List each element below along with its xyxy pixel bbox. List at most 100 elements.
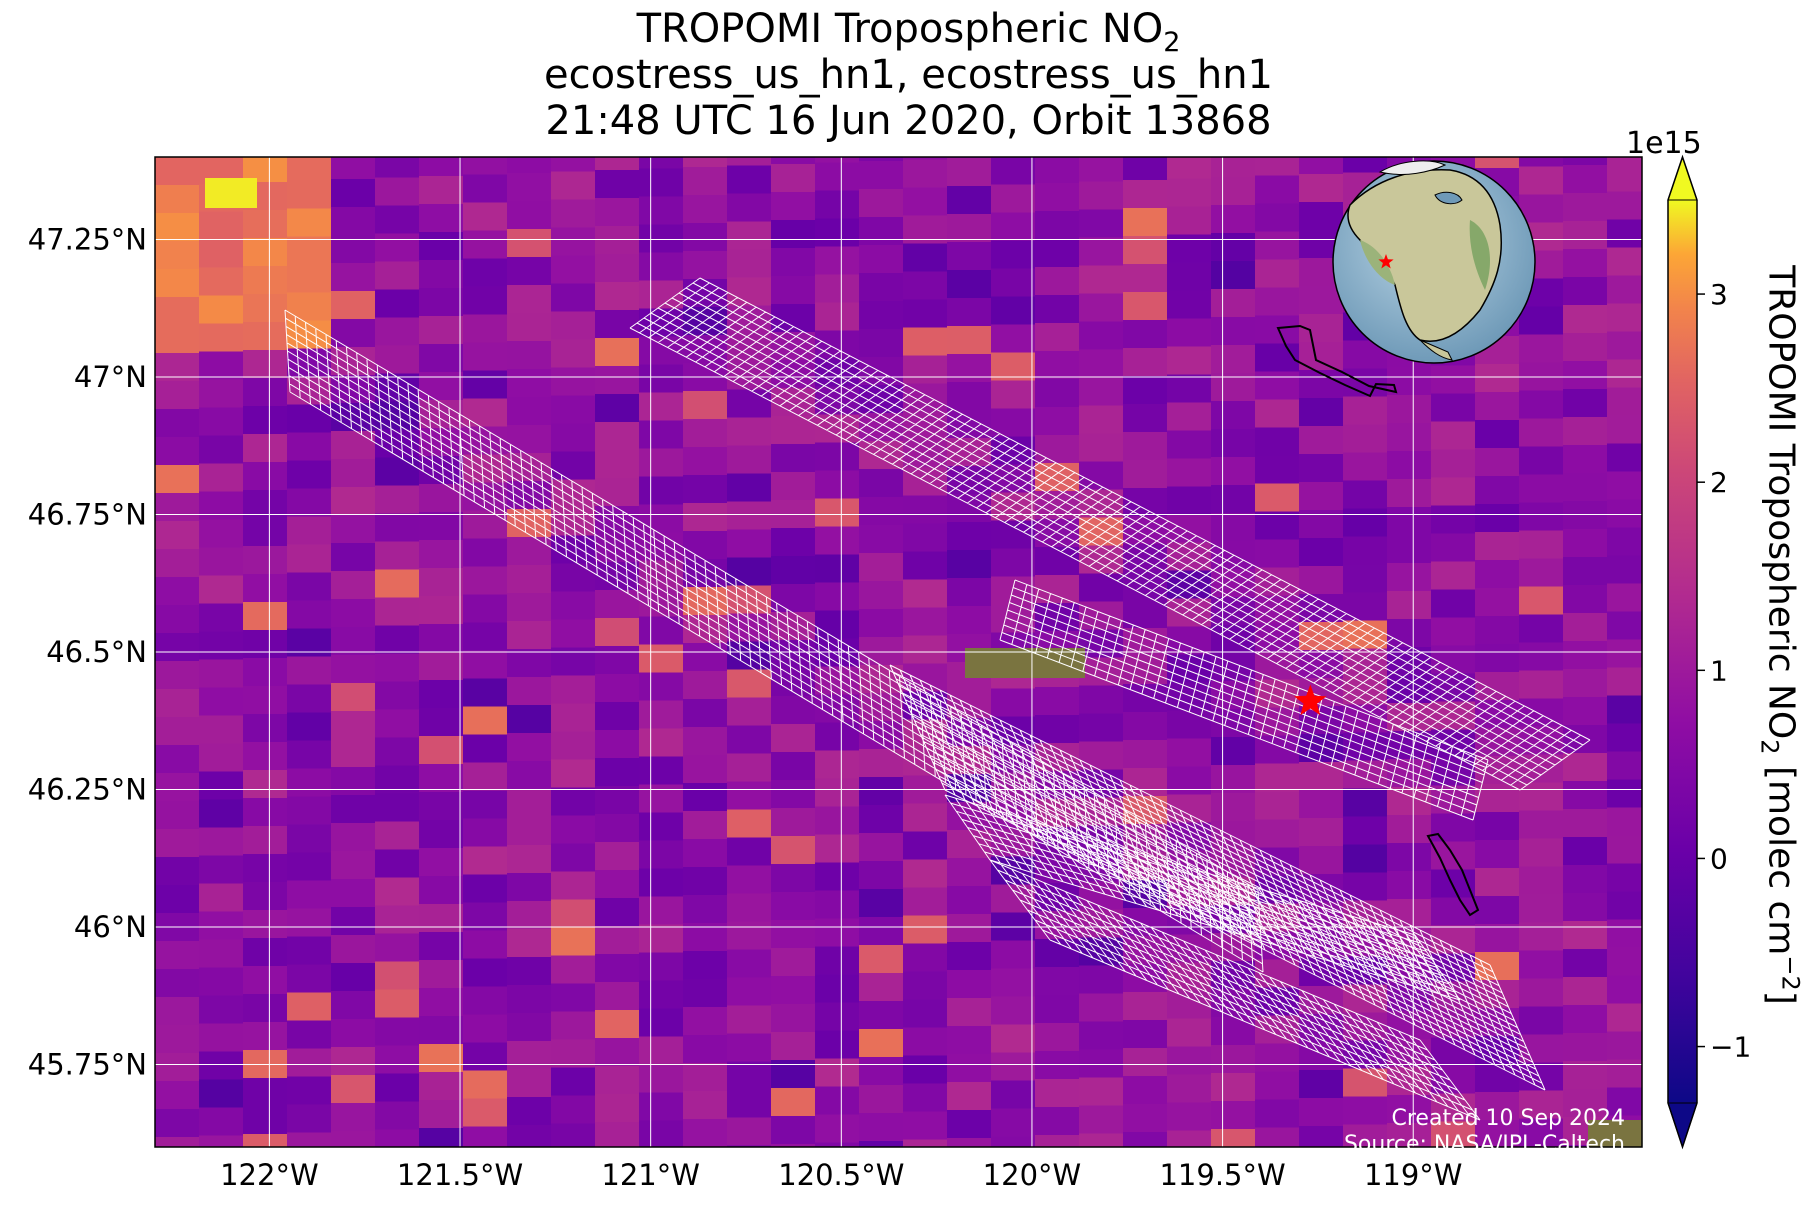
no2-pixel xyxy=(1123,376,1168,405)
no2-pixel xyxy=(243,378,288,407)
no2-pixel xyxy=(727,82,772,111)
no2-pixel xyxy=(727,165,772,195)
no2-pixel xyxy=(1695,441,1740,470)
no2-pixel xyxy=(243,350,288,379)
no2-pixel xyxy=(1255,259,1300,289)
no2-pixel xyxy=(419,624,464,653)
no2-pixel xyxy=(947,1194,992,1223)
no2-pixel xyxy=(155,1082,156,1112)
lon-tick-label: 120.5°W xyxy=(778,1158,904,1192)
no2-pixel xyxy=(1167,290,1212,320)
no2-pixel xyxy=(1519,782,1564,812)
no2-pixel xyxy=(595,618,640,647)
no2-pixel xyxy=(1695,749,1740,778)
no2-pixel xyxy=(331,571,376,600)
no2-pixel xyxy=(859,77,904,106)
no2-pixel xyxy=(1035,323,1080,352)
no2-pixel xyxy=(155,941,200,970)
no2-pixel xyxy=(1123,1216,1168,1228)
no2-pixel xyxy=(507,565,552,594)
no2-pixel xyxy=(287,712,332,742)
no2-pixel xyxy=(243,910,288,939)
no2-pixel xyxy=(1387,1123,1432,1147)
no2-pixel xyxy=(991,1136,1036,1147)
no2-pixel xyxy=(1079,993,1124,1023)
no2-pixel xyxy=(1035,715,1080,744)
no2-pixel xyxy=(947,970,992,999)
no2-pixel xyxy=(1607,1087,1642,1117)
no2-pixel xyxy=(903,999,948,1029)
no2-pixel xyxy=(375,1073,420,1103)
no2-pixel xyxy=(1035,379,1080,408)
no2-pixel xyxy=(1079,685,1124,715)
no2-pixel xyxy=(1211,261,1256,290)
no2-pixel xyxy=(1695,161,1740,190)
no2-pixel xyxy=(991,296,1036,326)
no2-pixel xyxy=(155,1138,156,1147)
no2-pixel xyxy=(507,257,552,286)
no2-pixel xyxy=(1519,334,1564,364)
no2-pixel xyxy=(375,261,420,291)
no2-pixel xyxy=(1563,641,1608,670)
no2-pixel xyxy=(287,264,332,294)
no2-pixel xyxy=(375,122,420,151)
no2-pixel xyxy=(903,1111,948,1141)
no2-pixel xyxy=(1167,262,1212,292)
no2-pixel xyxy=(331,739,376,768)
no2-pixel xyxy=(155,1025,200,1054)
no2-pixel xyxy=(507,201,552,230)
no2-pixel xyxy=(1607,639,1642,669)
no2-pixel xyxy=(903,1083,948,1113)
no2-pixel xyxy=(1123,264,1168,293)
no2-pixel xyxy=(507,761,552,790)
no2-pixel xyxy=(419,288,464,317)
no2-pixel xyxy=(155,549,200,578)
no2-pixel xyxy=(419,176,464,205)
no2-pixel xyxy=(1475,1120,1520,1147)
no2-pixel xyxy=(243,1218,288,1228)
no2-pixel xyxy=(463,678,508,708)
no2-pixel xyxy=(1343,564,1388,594)
no2-pixel xyxy=(287,236,332,266)
no2-pixel xyxy=(771,444,816,473)
no2-pixel xyxy=(639,644,684,674)
no2-pixel xyxy=(1211,1129,1256,1147)
no2-pixel xyxy=(287,544,332,574)
no2-pixel xyxy=(1343,368,1388,398)
no2-pixel xyxy=(1431,897,1476,927)
no2-pixel xyxy=(419,232,464,261)
no2-pixel xyxy=(1563,921,1608,950)
no2-pixel xyxy=(815,918,860,948)
no2-pixel xyxy=(1563,585,1608,614)
no2-pixel xyxy=(155,633,200,662)
no2-pixel xyxy=(1607,527,1642,557)
no2-pixel xyxy=(903,579,948,609)
no2-pixel xyxy=(815,526,860,556)
no2-pixel xyxy=(903,551,948,581)
no2-pixel xyxy=(947,550,992,579)
no2-pixel xyxy=(1607,359,1642,389)
no2-pixel xyxy=(331,1019,376,1048)
no2-pixel xyxy=(1123,68,1168,97)
no2-pixel xyxy=(1563,389,1608,418)
no2-pixel xyxy=(375,625,420,655)
no2-pixel xyxy=(1167,458,1212,488)
no2-pixel xyxy=(595,1038,640,1067)
no2-pixel xyxy=(903,215,948,245)
no2-pixel xyxy=(771,920,816,949)
colorbar-label: TROPOMI Tropospheric NO2 [molec cm−2] xyxy=(1755,265,1805,1005)
no2-pixel xyxy=(727,110,772,139)
no2-pixel xyxy=(815,218,860,248)
no2-pixel xyxy=(243,98,288,127)
no2-pixel xyxy=(1607,1172,1652,1201)
colorbar-tick-label: 2 xyxy=(1710,466,1728,499)
no2-pixel xyxy=(419,400,464,429)
no2-pixel xyxy=(771,724,816,753)
no2-pixel xyxy=(1035,1191,1080,1220)
no2-pixel xyxy=(1607,583,1642,613)
no2-pixel xyxy=(1123,1048,1168,1077)
no2-pixel xyxy=(683,1007,728,1036)
no2-pixel xyxy=(859,805,904,834)
waterbody-outlines xyxy=(1276,324,1480,917)
no2-pixel xyxy=(771,1200,816,1228)
